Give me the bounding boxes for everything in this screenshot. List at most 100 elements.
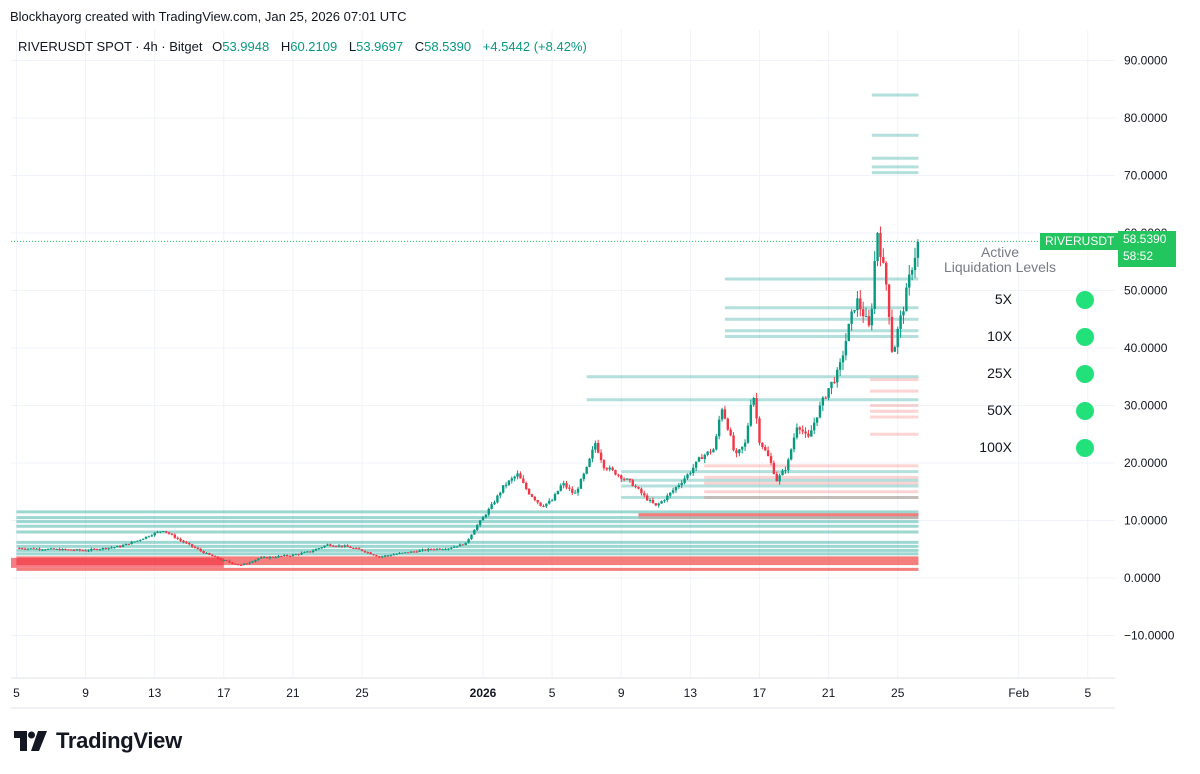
candle-body [176, 537, 179, 539]
candle-body [381, 556, 384, 558]
leverage-toggle-10x[interactable] [1076, 328, 1094, 346]
y-tick-label: 0.0000 [1124, 571, 1161, 585]
x-tick-label: Feb [1008, 686, 1029, 700]
tradingview-logo[interactable]: TradingView [14, 728, 182, 754]
candle-body [190, 544, 194, 547]
candle-body [225, 560, 228, 562]
candle-body [913, 257, 917, 271]
candle-body [41, 549, 44, 551]
long-liquidation-band [871, 171, 919, 175]
candle-body [775, 473, 778, 482]
candle-body [309, 551, 312, 553]
candle-body [271, 556, 274, 558]
leverage-toggle-5x[interactable] [1076, 291, 1094, 309]
candle-body [75, 549, 79, 551]
x-tick-label: 25 [355, 686, 369, 700]
leverage-toggle-25x[interactable] [1076, 365, 1094, 383]
short-liquidation-band [870, 378, 919, 382]
candle-body [885, 262, 888, 285]
candle-body [87, 550, 90, 552]
candle-body [260, 557, 263, 559]
candle-body [23, 548, 27, 550]
candle-body [697, 457, 701, 462]
leverage-label-25x: 25X [987, 365, 1012, 381]
y-axis: 90.000080.000070.000060.000050.000040.00… [1124, 54, 1175, 643]
candle-body [597, 443, 600, 453]
candle-body [329, 544, 332, 546]
candle-body [61, 548, 64, 551]
candle-body [141, 538, 145, 540]
long-liquidation-band [16, 520, 919, 524]
candle-body [789, 449, 793, 460]
leverage-toggle-50x[interactable] [1076, 402, 1094, 420]
candle-body [116, 546, 119, 548]
candle-body [513, 476, 516, 479]
candle-body [614, 470, 617, 475]
candle-body [389, 555, 393, 557]
candle-body [591, 449, 594, 459]
candle-body [300, 552, 303, 555]
short-liquidation-band [704, 475, 919, 479]
candle-body [231, 562, 234, 564]
candle-body [896, 328, 899, 348]
candle-body [265, 557, 269, 559]
liquidation-panel-title: Active Liquidation Levels [930, 245, 1070, 275]
candle-body [332, 545, 335, 547]
candle-body [352, 548, 355, 550]
candle-body [836, 369, 839, 383]
candle-body [219, 558, 223, 561]
candle-body [69, 549, 73, 551]
candle-body [818, 405, 822, 418]
ohlc-legend: RIVERUSDT SPOT · 4h · Bitget O53.9948 H6… [18, 39, 595, 54]
candle-body [104, 547, 107, 549]
candle-body [686, 474, 689, 479]
candle-body [522, 478, 525, 483]
candle-body [320, 547, 323, 549]
legend-symbol[interactable]: RIVERUSDT SPOT · 4h · Bitget [18, 39, 203, 54]
candle-body [363, 550, 367, 553]
candle-body [213, 556, 217, 558]
candle-body [277, 555, 280, 558]
candle-body [268, 556, 272, 559]
candle-body [165, 531, 168, 533]
candle-body [162, 531, 165, 533]
candle-body [427, 548, 430, 551]
leverage-toggle-100x[interactable] [1076, 439, 1094, 457]
candle-body [196, 547, 200, 550]
candle-body [435, 548, 439, 550]
candle-body [738, 449, 741, 454]
candle-body [548, 500, 551, 504]
candle-body [228, 560, 231, 563]
candle-body [159, 531, 162, 533]
candle-body [294, 554, 297, 556]
long-liquidation-band [724, 329, 919, 333]
short-liquidation-band [870, 409, 919, 413]
candle-body [807, 433, 810, 437]
candle-body [44, 549, 47, 551]
long-liquidation-band [724, 306, 919, 310]
candle-body [729, 429, 732, 436]
x-tick-label: 2026 [470, 686, 497, 700]
candle-body [18, 548, 21, 550]
candle-body [778, 475, 781, 482]
candle-body [553, 494, 557, 501]
long-liquidation-band [586, 375, 919, 379]
candle-body [311, 550, 315, 552]
tradingview-logo-text: TradingView [56, 728, 182, 753]
candle-body [421, 549, 424, 551]
candle-body [677, 485, 681, 488]
candle-body [648, 499, 652, 501]
candle-body [499, 492, 502, 496]
candle-body [899, 315, 902, 329]
candle-body [764, 446, 767, 451]
candle-body [533, 496, 537, 501]
candle-body [64, 548, 67, 550]
candle-body [415, 551, 418, 553]
candle-body [156, 531, 159, 533]
candle-body [478, 520, 482, 526]
candle-body [285, 555, 289, 557]
candle-body [95, 548, 99, 550]
long-liquidation-band [871, 156, 919, 160]
candle-body [821, 397, 825, 406]
